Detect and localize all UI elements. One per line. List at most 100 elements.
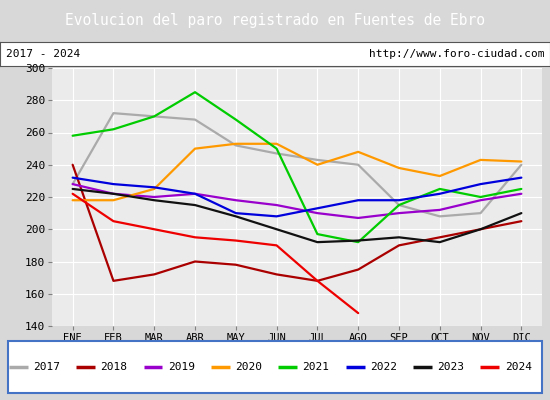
2022: [477, 182, 484, 186]
Text: 2017: 2017: [33, 362, 60, 372]
2017: [477, 211, 484, 216]
2019: [314, 211, 321, 216]
2020: [233, 141, 239, 146]
2020: [110, 198, 117, 203]
2020: [314, 162, 321, 167]
2019: [355, 216, 361, 220]
2023: [273, 227, 280, 232]
Text: 2022: 2022: [370, 362, 397, 372]
2021: [437, 186, 443, 191]
2023: [395, 235, 402, 240]
2017: [192, 117, 199, 122]
2019: [518, 191, 525, 196]
2019: [151, 194, 157, 199]
2021: [395, 203, 402, 208]
2023: [151, 198, 157, 203]
2022: [314, 206, 321, 211]
2022: [192, 191, 199, 196]
2020: [518, 159, 525, 164]
2021: [151, 114, 157, 119]
2017: [518, 162, 525, 167]
Line: 2018: 2018: [73, 165, 521, 281]
2021: [477, 194, 484, 199]
2017: [233, 143, 239, 148]
2023: [110, 191, 117, 196]
2021: [273, 146, 280, 151]
Text: Evolucion del paro registrado en Fuentes de Ebro: Evolucion del paro registrado en Fuentes…: [65, 14, 485, 28]
Text: http://www.foro-ciudad.com: http://www.foro-ciudad.com: [369, 49, 544, 59]
2020: [69, 198, 76, 203]
Text: 2023: 2023: [437, 362, 464, 372]
2018: [355, 267, 361, 272]
2020: [151, 186, 157, 191]
2021: [518, 186, 525, 191]
Text: 2024: 2024: [505, 362, 532, 372]
2024: [110, 219, 117, 224]
2023: [233, 214, 239, 219]
2019: [273, 203, 280, 208]
2023: [518, 211, 525, 216]
2023: [437, 240, 443, 244]
Line: 2023: 2023: [73, 189, 521, 242]
2022: [395, 198, 402, 203]
2021: [192, 90, 199, 94]
2023: [192, 203, 199, 208]
2019: [477, 198, 484, 203]
2021: [110, 127, 117, 132]
2024: [355, 311, 361, 316]
Text: 2020: 2020: [235, 362, 262, 372]
2019: [233, 198, 239, 203]
2018: [273, 272, 280, 277]
2020: [192, 146, 199, 151]
2019: [192, 191, 199, 196]
Line: 2021: 2021: [73, 92, 521, 242]
2018: [151, 272, 157, 277]
2019: [110, 191, 117, 196]
2018: [233, 262, 239, 267]
2021: [314, 232, 321, 236]
2021: [69, 133, 76, 138]
2017: [69, 182, 76, 186]
2022: [110, 182, 117, 186]
Line: 2017: 2017: [73, 113, 521, 216]
2023: [314, 240, 321, 244]
2022: [233, 211, 239, 216]
Text: 2018: 2018: [101, 362, 128, 372]
FancyBboxPatch shape: [8, 341, 542, 393]
2018: [192, 259, 199, 264]
2022: [518, 175, 525, 180]
Text: 2021: 2021: [302, 362, 329, 372]
Line: 2019: 2019: [73, 184, 521, 218]
2020: [273, 141, 280, 146]
2024: [151, 227, 157, 232]
2019: [437, 208, 443, 212]
Text: 2019: 2019: [168, 362, 195, 372]
2021: [233, 117, 239, 122]
2020: [437, 174, 443, 178]
2020: [395, 166, 402, 170]
2018: [477, 227, 484, 232]
2018: [395, 243, 402, 248]
2022: [151, 185, 157, 190]
2020: [477, 158, 484, 162]
Line: 2020: 2020: [73, 144, 521, 200]
2018: [314, 278, 321, 283]
2022: [273, 214, 280, 219]
2022: [437, 191, 443, 196]
Text: 2017 - 2024: 2017 - 2024: [6, 49, 80, 59]
2024: [233, 238, 239, 243]
2024: [69, 191, 76, 196]
2018: [69, 162, 76, 167]
2017: [355, 162, 361, 167]
2024: [314, 278, 321, 283]
2017: [437, 214, 443, 219]
2017: [151, 114, 157, 119]
2019: [69, 182, 76, 186]
2021: [355, 240, 361, 244]
2017: [273, 151, 280, 156]
2020: [355, 150, 361, 154]
2018: [437, 235, 443, 240]
2022: [355, 198, 361, 203]
2024: [192, 235, 199, 240]
2017: [314, 158, 321, 162]
